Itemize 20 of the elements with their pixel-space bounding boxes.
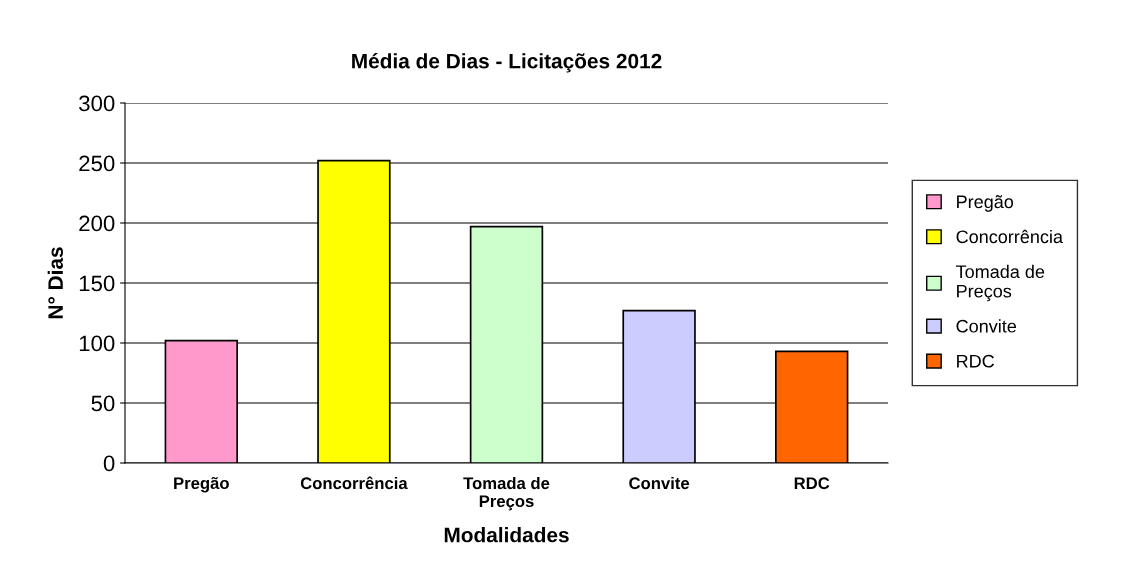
y-tick-label: 250 xyxy=(79,155,115,172)
legend-label: Tomada de Preços xyxy=(956,264,1045,302)
y-tick-label: 100 xyxy=(79,335,115,352)
y-tick-label: 0 xyxy=(103,455,115,472)
y-axis-title: N° Dias xyxy=(47,247,63,319)
legend-label: Pregão xyxy=(957,195,1014,212)
y-tick-label: 150 xyxy=(79,275,115,292)
y-tick-label: 50 xyxy=(91,395,115,412)
legend-label: Convite xyxy=(956,319,1017,333)
x-tick-label: Pregão xyxy=(174,476,229,493)
x-tick-label: Concorrência xyxy=(300,476,408,490)
chart-title: Média de Dias - Licitações 2012 xyxy=(352,53,662,73)
y-tick-label: 200 xyxy=(79,215,115,232)
legend-label: RDC xyxy=(957,354,995,368)
x-tick-label: Convite xyxy=(629,476,690,490)
x-axis-title: Modalidades xyxy=(444,527,569,543)
x-tick-label: RDC xyxy=(794,477,830,490)
legend-label: Concorrência xyxy=(956,229,1063,244)
x-tick-label: Tomada de Preços xyxy=(463,476,550,511)
y-tick-label: 300 xyxy=(79,95,115,112)
